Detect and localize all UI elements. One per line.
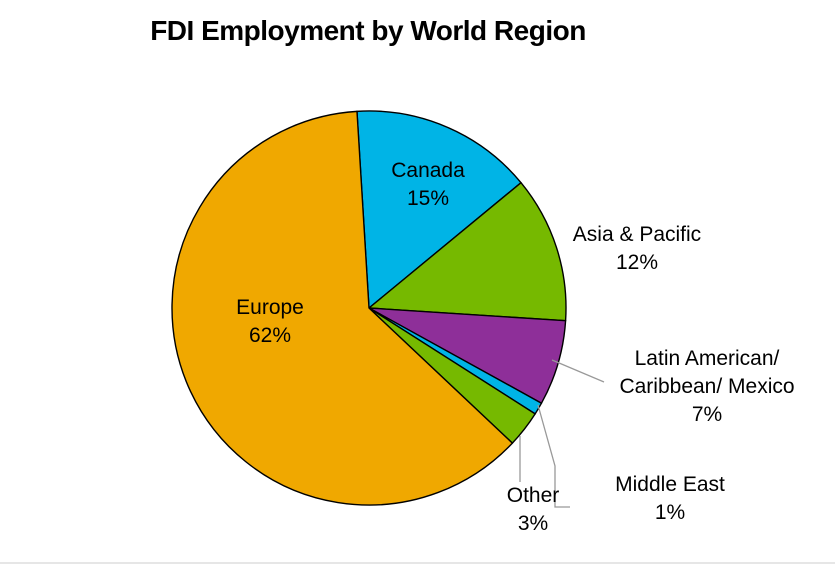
leader-line-middle-east	[537, 404, 570, 508]
slice-value-europe: 62%	[249, 324, 291, 347]
slice-name-asia-pacific: Asia & Pacific	[573, 223, 701, 246]
pie-slices	[171, 110, 567, 506]
pie-slice-europe	[171, 110, 514, 506]
slice-name-latin-american-caribbean-mexico: Caribbean/ Mexico	[619, 375, 794, 398]
slice-label-europe: Europe 62%	[236, 296, 304, 347]
slice-name-europe: Europe	[236, 296, 304, 319]
slice-name-canada: Canada	[391, 159, 465, 182]
bottom-divider	[0, 562, 835, 564]
slice-label-latin-american-caribbean-mexico: Latin American/Caribbean/ Mexico 7%	[619, 347, 794, 426]
slice-value-asia-pacific: 12%	[616, 251, 658, 274]
chart-title: FDI Employment by World Region	[150, 15, 586, 46]
slice-name-latin-american-caribbean-mexico: Latin American/	[635, 347, 780, 370]
slice-label-canada: Canada 15%	[391, 159, 465, 210]
slice-label-asia-pacific: Asia & Pacific 12%	[573, 223, 701, 274]
leader-line-latin-american-caribbean-mexico	[551, 359, 605, 383]
slice-name-other: Other	[507, 484, 560, 507]
pie-slice-canada	[356, 110, 522, 309]
slice-label-middle-east: Middle East 1%	[615, 473, 725, 524]
slice-labels: Canada 15% Asia & Pacific 12% Latin American…	[236, 159, 794, 535]
slice-label-other: Other 3%	[507, 484, 560, 535]
slice-value-middle-east: 1%	[655, 501, 685, 524]
slice-name-middle-east: Middle East	[615, 473, 725, 496]
slice-value-canada: 15%	[407, 187, 449, 210]
pie-slice-asia-pacific	[368, 181, 567, 322]
leader-lines	[519, 359, 605, 508]
slice-value-other: 3%	[518, 512, 548, 535]
slice-value-latin-american-caribbean-mexico: 7%	[692, 403, 722, 426]
